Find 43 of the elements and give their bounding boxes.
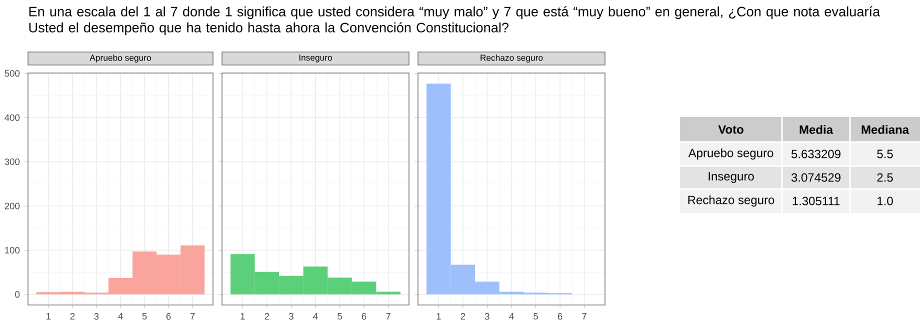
x-tick-label: 4	[118, 313, 123, 320]
text: 5.5	[877, 150, 893, 158]
chart-subtitle: Apruebo seguro	[90, 54, 151, 63]
x-tick-label: 5	[142, 313, 147, 320]
text: 1.305111	[792, 196, 840, 206]
text: Mediana	[862, 125, 910, 134]
text: 3.074529	[791, 173, 840, 182]
x-tick-label: 6	[558, 313, 562, 320]
x-tick-label: 6	[362, 313, 366, 320]
x-tick-label: 7	[190, 313, 195, 320]
x-tick-label: 1	[240, 313, 245, 320]
text: Voto	[718, 125, 744, 134]
text: 2.5	[877, 173, 893, 182]
text: Media	[800, 125, 834, 134]
text: 1.0	[878, 196, 893, 206]
x-tick-label: 1	[46, 313, 51, 320]
x-tick-label: 2	[460, 313, 466, 320]
y-tick-label: 400	[4, 114, 20, 121]
text: Apruebo seguro	[688, 148, 774, 160]
y-tick-label: 500	[4, 70, 20, 77]
text: Inseguro	[708, 172, 754, 183]
x-tick-label: 7	[386, 313, 390, 320]
x-tick-label: 3	[484, 313, 490, 320]
y-tick-label: 0	[15, 291, 20, 298]
y-tick-label: 200	[4, 202, 20, 210]
x-tick-label: 5	[534, 313, 538, 320]
y-tick-label: 300	[4, 158, 20, 166]
text: En una escala del 1 al 7 donde 1 significa que usted considera “muy malo” y 7 que está “muy bueno” en general, ¿Con que nota evaluaría Usted el desempeño que ha tenido hasta ahora la Convención Constitucional?	[29, 6, 880, 36]
x-tick-label: 3	[94, 313, 99, 320]
text: 5.633209	[791, 150, 840, 158]
x-tick-label: 1	[436, 313, 441, 320]
x-tick-label: 3	[288, 313, 294, 320]
x-tick-label: 6	[166, 313, 171, 320]
x-tick-label: 4	[509, 313, 514, 320]
x-tick-label: 5	[338, 313, 342, 320]
x-tick-label: 4	[313, 313, 318, 320]
chart-subtitle: Inseguro	[299, 54, 332, 62]
chart-subtitle: Rechazo seguro	[480, 54, 543, 63]
x-tick-label: 2	[264, 313, 270, 320]
text: Rechazo seguro	[688, 195, 774, 207]
y-tick-label: 100	[5, 246, 20, 254]
x-tick-label: 7	[582, 313, 586, 320]
x-tick-label: 2	[70, 313, 75, 320]
